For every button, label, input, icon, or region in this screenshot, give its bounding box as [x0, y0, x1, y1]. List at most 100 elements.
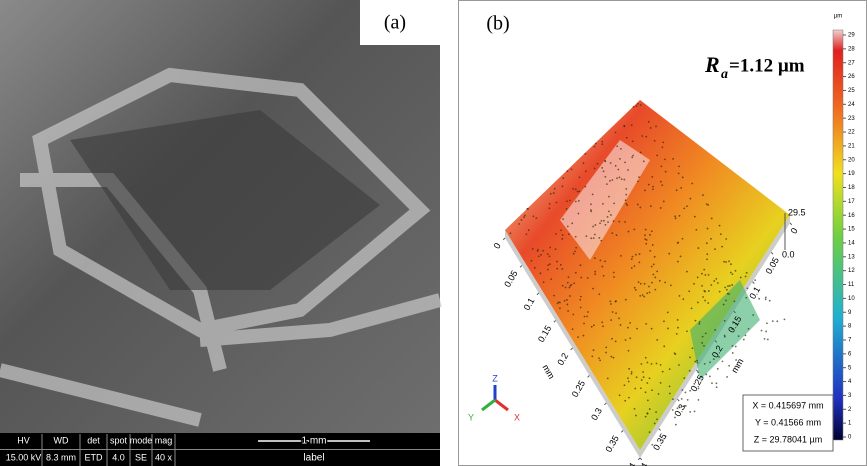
speckle	[578, 190, 580, 192]
speckle	[725, 300, 727, 302]
speckle	[688, 290, 690, 292]
speckle	[580, 307, 582, 309]
speckle	[610, 214, 612, 216]
speckle	[661, 184, 663, 186]
speckle	[608, 196, 610, 198]
speckle	[615, 341, 617, 343]
speckle	[680, 187, 682, 189]
speckle	[593, 324, 595, 326]
speckle	[606, 183, 608, 185]
speckle	[696, 360, 698, 362]
speckle	[583, 162, 585, 164]
speckle	[672, 398, 674, 400]
speckle	[681, 398, 683, 400]
speckle	[626, 137, 628, 139]
speckle	[594, 273, 596, 275]
speckle	[639, 261, 641, 263]
speckle	[708, 290, 710, 292]
speckle	[572, 314, 574, 316]
speckle	[661, 146, 663, 148]
speckle	[629, 322, 631, 324]
speckle	[643, 376, 645, 378]
speckle	[603, 275, 605, 277]
colorbar-tick-label: 12	[848, 268, 855, 274]
speckle	[651, 282, 653, 284]
speckle	[610, 162, 612, 164]
colorbar-tick-label: 15	[848, 227, 855, 233]
speckle	[580, 277, 582, 279]
speckle	[726, 376, 728, 378]
speckle	[745, 276, 747, 278]
speckle	[677, 327, 679, 329]
speckle	[686, 271, 688, 273]
speckle	[549, 203, 551, 205]
speckle	[631, 124, 633, 126]
speckle	[761, 330, 763, 332]
speckle	[703, 269, 705, 271]
speckle	[656, 154, 658, 156]
colorbar-tick-label: 20	[848, 157, 855, 163]
colorbar-tick-label: 13	[848, 254, 855, 260]
speckle	[654, 289, 656, 291]
roughness-symbol: R	[704, 52, 720, 77]
speckle	[675, 217, 677, 219]
speckle	[664, 282, 666, 284]
speckle	[560, 264, 562, 266]
speckle	[594, 271, 596, 273]
speckle	[729, 285, 731, 287]
speckle	[577, 336, 579, 338]
speckle	[550, 193, 552, 195]
colorbar-tick-label: 23	[848, 116, 855, 122]
speckle	[577, 191, 579, 193]
speckle	[642, 371, 644, 373]
speckle	[698, 399, 700, 401]
speckle	[608, 210, 610, 212]
speckle	[572, 188, 574, 190]
info-value: 40 x	[155, 452, 173, 462]
speckle	[547, 269, 549, 271]
speckle	[611, 232, 613, 234]
colorbar-tick-label: 22	[848, 130, 855, 136]
speckle	[772, 320, 774, 322]
speckle	[584, 316, 586, 318]
speckle	[572, 328, 574, 330]
speckle	[553, 192, 555, 194]
speckle	[703, 345, 705, 347]
speckle	[599, 260, 601, 262]
speckle	[577, 213, 579, 215]
speckle	[615, 301, 617, 303]
speckle	[561, 238, 563, 240]
info-value: 8.3 mm	[46, 452, 76, 462]
speckle	[732, 352, 734, 354]
speckle	[705, 332, 707, 334]
speckle	[658, 393, 660, 395]
speckle	[648, 121, 650, 123]
speckle	[601, 220, 603, 222]
speckle	[632, 256, 634, 258]
speckle	[598, 293, 600, 295]
speckle	[707, 302, 709, 304]
speckle	[569, 287, 571, 289]
speckle	[601, 167, 603, 169]
speckle	[714, 248, 716, 250]
speckle	[600, 240, 602, 242]
figure: (a) HV15.00 kVWD8.3 mmdetETDspot4.0modeS…	[0, 0, 867, 466]
speckle	[627, 169, 629, 171]
speckle	[694, 361, 696, 363]
speckle	[697, 362, 699, 364]
speckle	[568, 233, 570, 235]
speckle	[651, 363, 653, 365]
speckle	[655, 125, 657, 127]
speckle	[656, 418, 658, 420]
speckle	[628, 231, 630, 233]
speckle	[709, 375, 711, 377]
speckle	[740, 277, 742, 279]
readout: X = 0.415697 mmY = 0.41566 mmZ = 29.7804…	[752, 400, 823, 444]
speckle	[633, 229, 635, 231]
speckle	[704, 274, 706, 276]
speckle	[569, 295, 571, 297]
speckle	[526, 233, 528, 235]
speckle	[748, 328, 750, 330]
speckle	[611, 179, 613, 181]
